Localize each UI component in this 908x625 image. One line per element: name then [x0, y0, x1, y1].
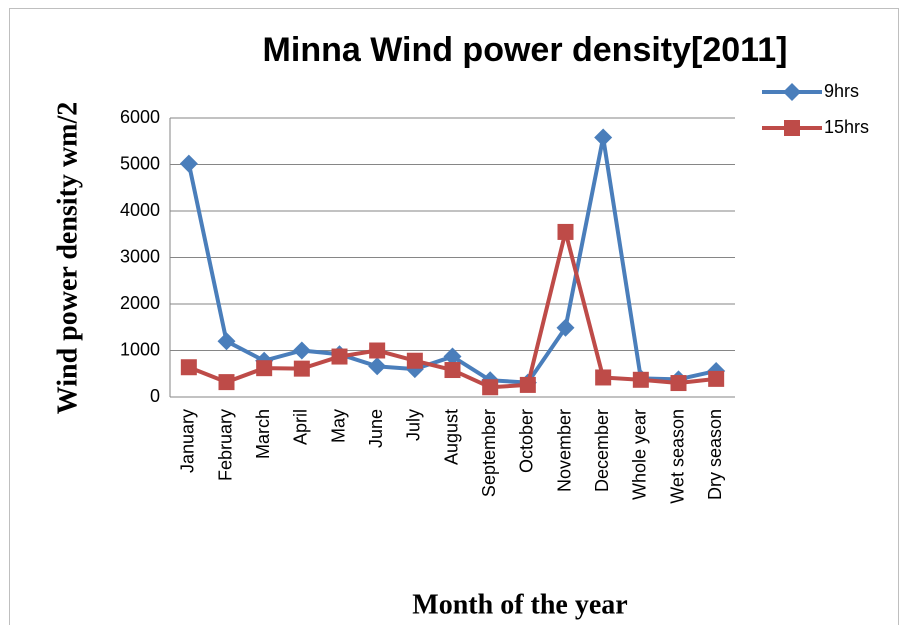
- point: [444, 362, 461, 379]
- x-tick-label: November: [554, 409, 574, 492]
- point: [256, 360, 273, 377]
- point: [180, 359, 197, 376]
- point: [179, 154, 198, 173]
- point: [670, 375, 687, 392]
- y-axis-label: Wind power density wm/2: [52, 102, 83, 414]
- point: [708, 370, 725, 387]
- x-tick-label: September: [479, 409, 499, 497]
- x-tick-label: June: [366, 409, 386, 448]
- x-tick-label: August: [441, 409, 461, 465]
- point: [217, 332, 236, 351]
- x-tick-label: May: [328, 409, 348, 443]
- y-tick-label: 6000: [120, 107, 160, 127]
- point: [632, 371, 649, 388]
- point: [556, 318, 575, 337]
- point: [406, 352, 423, 369]
- x-tick-label: Dry season: [705, 409, 725, 500]
- x-axis-label: Month of the year: [412, 589, 627, 620]
- point: [218, 374, 235, 391]
- point: [783, 83, 801, 101]
- legend-label: 15hrs: [824, 117, 869, 137]
- series-line: [186, 135, 717, 385]
- point: [784, 120, 800, 136]
- x-tick-label: Wet season: [667, 409, 687, 504]
- y-tick-label: 2000: [120, 293, 160, 313]
- x-tick-label: July: [404, 409, 424, 441]
- x-tick-label: Whole year: [630, 409, 650, 500]
- point: [519, 376, 536, 393]
- point: [293, 360, 310, 377]
- chart-title: Minna Wind power density[2011]: [263, 31, 788, 69]
- point: [595, 369, 612, 386]
- point: [557, 223, 574, 240]
- point: [594, 128, 613, 147]
- chart-border: [9, 8, 899, 625]
- point: [292, 341, 311, 360]
- y-tick-label: 4000: [120, 200, 160, 220]
- x-tick-label: October: [517, 409, 537, 473]
- y-tick-label: 1000: [120, 339, 160, 359]
- y-tick-label: 3000: [120, 246, 160, 266]
- point: [369, 342, 386, 359]
- y-tick-label: 0: [150, 386, 160, 406]
- x-tick-label: March: [253, 409, 273, 459]
- point: [331, 348, 348, 365]
- point: [482, 379, 499, 396]
- x-tick-label: December: [592, 409, 612, 492]
- point: [443, 347, 462, 366]
- x-tick-label: February: [215, 409, 235, 481]
- x-tick-label: April: [291, 409, 311, 445]
- y-tick-label: 5000: [120, 153, 160, 173]
- legend-label: 9hrs: [824, 81, 859, 101]
- x-tick-label: January: [178, 409, 198, 473]
- point: [368, 357, 387, 376]
